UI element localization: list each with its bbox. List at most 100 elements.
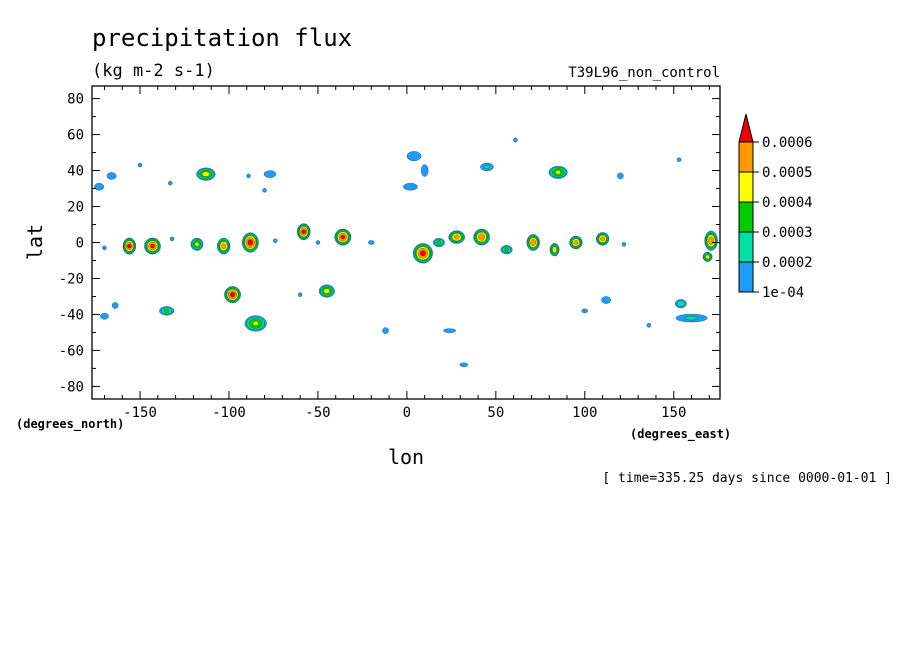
precip-cell xyxy=(601,296,612,304)
precip-cell xyxy=(704,230,718,251)
x-tick-label: 0 xyxy=(403,405,411,421)
precip-cell xyxy=(242,232,259,253)
precip-cell xyxy=(406,151,422,162)
run-label: T39L96_non_control xyxy=(568,65,720,81)
contour-level-1 xyxy=(100,313,109,320)
y-tick-label: -40 xyxy=(59,307,84,323)
contour-level-4 xyxy=(323,288,330,294)
precip-cell xyxy=(675,299,687,309)
precip-cell xyxy=(224,286,241,304)
precip-cell xyxy=(297,223,311,241)
contour-level-1 xyxy=(168,180,173,186)
precip-cell xyxy=(459,362,469,368)
precip-cell xyxy=(246,173,251,179)
precip-cell xyxy=(159,306,175,316)
x-tick-label: -150 xyxy=(123,405,157,421)
plot-background xyxy=(92,86,720,399)
contour-level-2 xyxy=(484,164,490,170)
contour-level-2 xyxy=(676,300,685,307)
colorbar-label: 0.0004 xyxy=(762,195,813,211)
contour-level-4 xyxy=(555,170,561,175)
x-axis-units: (degrees_east) xyxy=(630,427,731,442)
precip-cell xyxy=(617,172,624,180)
contour-level-1 xyxy=(403,183,418,191)
colorbar-label: 0.0005 xyxy=(762,165,813,181)
contour-level-4 xyxy=(202,171,210,177)
precip-cell xyxy=(196,167,216,181)
contour-level-4 xyxy=(705,254,710,260)
colorbar-swatch xyxy=(738,141,754,173)
precip-cell xyxy=(646,323,652,328)
precip-cell xyxy=(334,228,352,246)
plot-area: -150 -100 -50 0 50 100 150 -80 -60 -40 -20 0 20 40 60 8… xyxy=(59,85,721,421)
y-axis-units: (degrees_north) xyxy=(16,417,124,432)
precip-cell xyxy=(122,237,137,255)
precip-cell xyxy=(94,183,104,191)
precip-cell xyxy=(273,238,278,243)
precip-cell xyxy=(244,315,267,332)
precip-cell xyxy=(473,228,490,246)
contour-level-1 xyxy=(246,173,251,179)
contour-level-1 xyxy=(443,328,456,333)
contour-level-2 xyxy=(684,315,699,321)
contour-level-5 xyxy=(530,239,536,246)
x-tick-label: -50 xyxy=(305,405,330,421)
precip-cell xyxy=(432,237,445,248)
contour-level-1 xyxy=(273,238,278,243)
precip-cell xyxy=(137,163,143,168)
y-tick-label: -60 xyxy=(59,343,84,359)
contour-level-6 xyxy=(127,243,132,249)
contour-level-1 xyxy=(513,137,518,143)
precip-cell xyxy=(318,284,335,298)
precip-cell xyxy=(569,235,583,250)
y-tick-label: 20 xyxy=(67,200,84,216)
precip-cell xyxy=(169,236,175,242)
contour-level-6 xyxy=(340,234,345,240)
precip-cell xyxy=(368,240,375,245)
precip-cell xyxy=(144,237,161,255)
contour-level-1 xyxy=(169,236,175,242)
precip-cell xyxy=(596,232,610,246)
y-tick-label: 60 xyxy=(67,128,84,144)
precip-cell xyxy=(102,245,107,251)
chart-units: (kg m-2 s-1) xyxy=(92,61,215,81)
contour-level-1 xyxy=(621,242,627,247)
colorbar-swatch xyxy=(738,201,754,233)
contour-level-1 xyxy=(106,172,117,180)
y-tick-label: -80 xyxy=(59,379,84,395)
contour-level-1 xyxy=(420,164,429,177)
colorbar-swatch xyxy=(738,261,754,293)
x-axis-label: lon xyxy=(388,445,424,469)
colorbar-swatch xyxy=(738,171,754,203)
precip-cell xyxy=(621,242,627,247)
precip-cell xyxy=(190,237,204,251)
y-tick-label: -20 xyxy=(59,271,84,287)
contour-level-1 xyxy=(137,163,143,168)
contour-level-3 xyxy=(436,240,442,245)
contour-level-1 xyxy=(676,157,682,162)
contour-level-5 xyxy=(708,236,714,245)
precip-cell xyxy=(111,302,119,309)
contour-level-5 xyxy=(453,234,460,240)
contour-level-6 xyxy=(247,239,253,246)
colorbar-label: 0.0003 xyxy=(762,225,813,241)
colorbar-swatch xyxy=(738,231,754,263)
colorbar: 1e-04 0.0002 0.0003 0.0004 0.0005 0.0006 xyxy=(738,113,813,301)
x-tick-label: 150 xyxy=(661,405,686,421)
precip-cell xyxy=(263,170,276,178)
contour-level-1 xyxy=(382,327,389,334)
contour-level-1 xyxy=(94,183,104,191)
precip-cell xyxy=(315,240,321,245)
contour-level-5 xyxy=(573,240,579,245)
contour-level-4 xyxy=(552,246,557,253)
precip-cell xyxy=(549,243,560,257)
contour-level-6 xyxy=(420,250,426,257)
contour-level-1 xyxy=(315,240,321,245)
colorbar-label: 0.0002 xyxy=(762,255,813,271)
y-tick-label: 40 xyxy=(67,164,84,180)
contour-level-1 xyxy=(459,362,469,368)
contour-level-4 xyxy=(194,242,200,247)
precip-cell xyxy=(448,230,465,244)
contour-level-1 xyxy=(111,302,119,309)
